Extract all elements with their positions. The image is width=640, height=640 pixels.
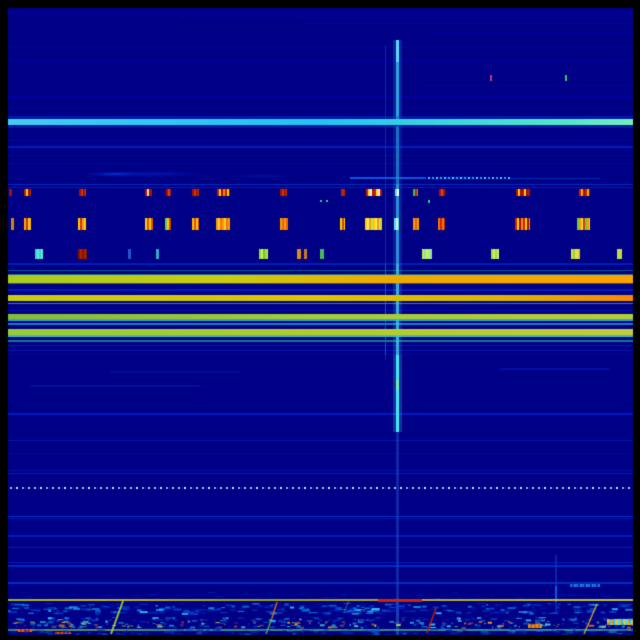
spectrogram-heatmap-figure [0,0,640,640]
heatmap-canvas [0,0,640,640]
